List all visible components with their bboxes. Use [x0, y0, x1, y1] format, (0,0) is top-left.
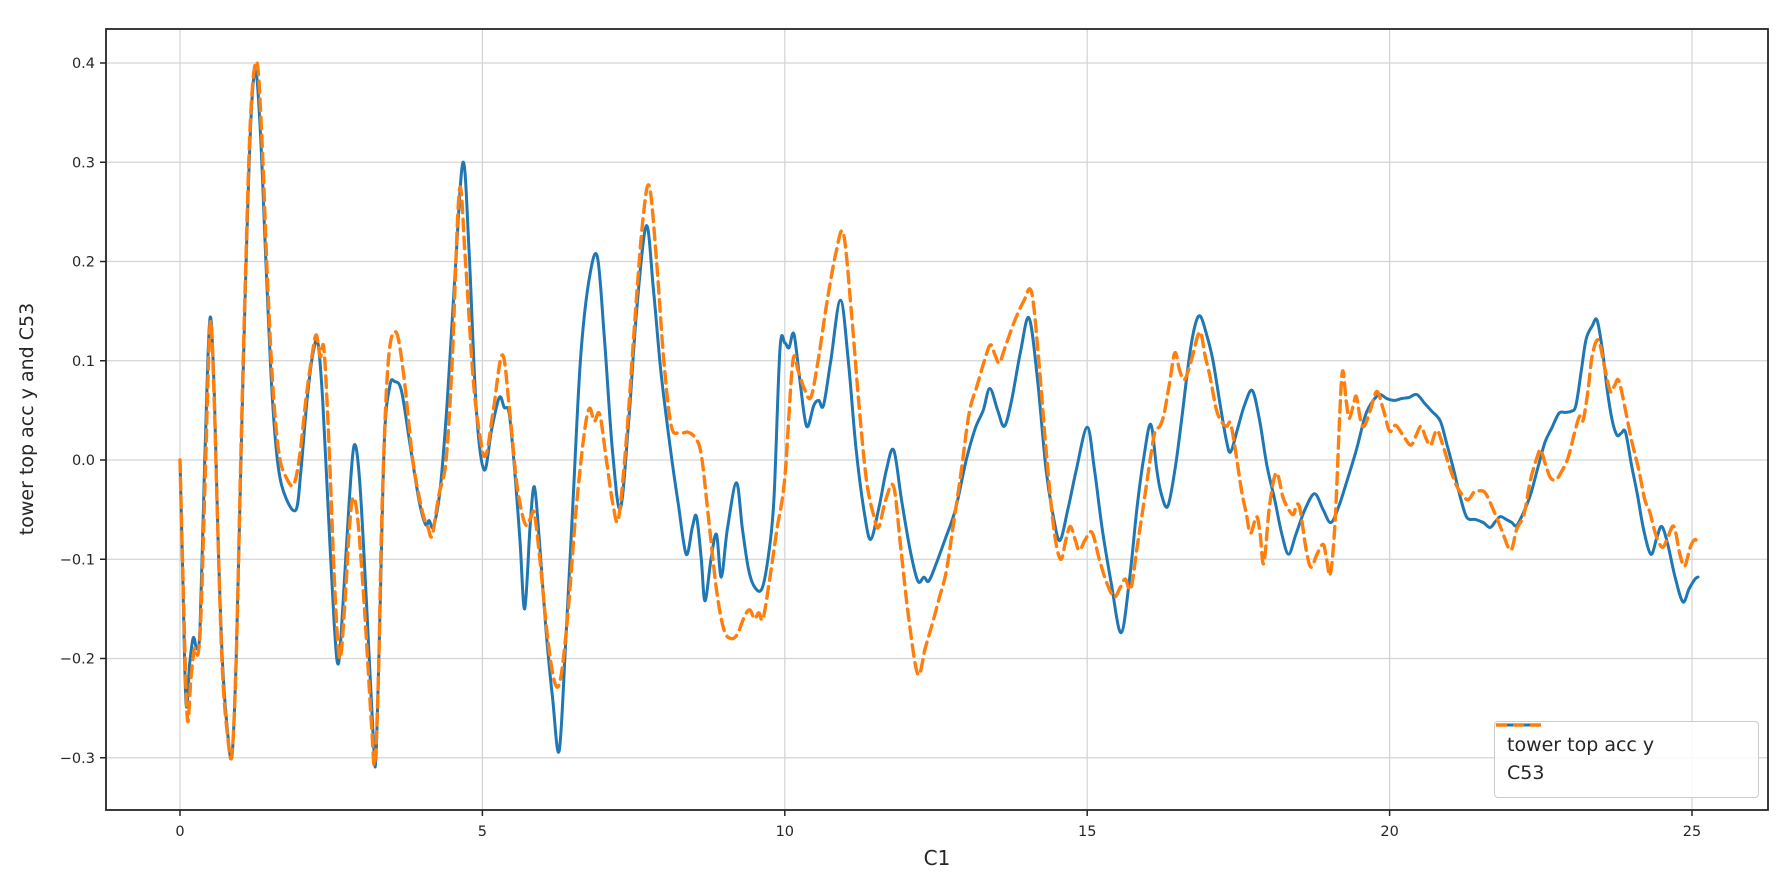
y-axis-label: tower top acc y and C53 [16, 302, 38, 536]
y-tick-label: 0.4 [72, 56, 95, 72]
x-axis-label: C1 [923, 846, 951, 870]
legend: tower top acc y C53 [1494, 721, 1759, 798]
axes-spines [105, 28, 1769, 811]
x-tick-label: 25 [1683, 824, 1701, 840]
series-line-c53 [178, 60, 1700, 768]
y-tick-label: −0.1 [60, 552, 95, 568]
legend-label: C53 [1507, 762, 1545, 784]
x-tick-label: 5 [478, 824, 487, 840]
y-tick-label: −0.3 [60, 751, 95, 767]
legend-entry-c53: C53 [1496, 723, 1746, 784]
y-tick-label: 0.1 [72, 354, 95, 370]
x-tick-label: 20 [1380, 824, 1398, 840]
legend-entry-tower-top-acc-y: tower top acc y [1496, 723, 1746, 757]
y-tick-label: 0.3 [72, 155, 95, 171]
y-tick-label: 0.0 [72, 453, 95, 469]
y-tick-label: 0.2 [72, 255, 95, 271]
x-tick-label: 15 [1078, 824, 1096, 840]
x-tick-label: 10 [776, 824, 794, 840]
legend-label: tower top acc y [1507, 734, 1655, 757]
x-tick-label: 0 [175, 824, 184, 840]
y-tick-label: −0.2 [60, 652, 95, 668]
legend-dashed-line-icon [1496, 723, 1541, 727]
series-line-tower-top-acc-y [178, 69, 1700, 769]
